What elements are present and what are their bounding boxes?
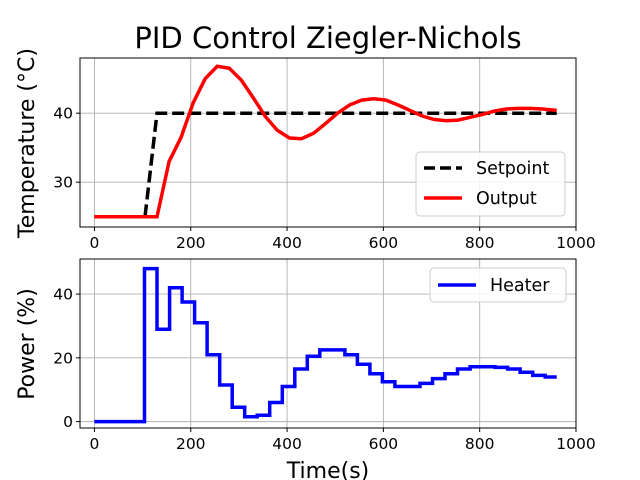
power-x-tick-label: 400 [272, 435, 302, 453]
temperature-legend-box [415, 151, 566, 217]
legend-label-setpoint: Setpoint [476, 159, 550, 179]
power-y-tick-label: 40 [53, 286, 73, 304]
temperature-series [94, 64, 557, 219]
temperature-x-tick-label: 400 [272, 234, 302, 252]
temperature-x-tick-label: 600 [369, 234, 399, 252]
power-chart: 0 200 400 600 800 1000 0 20 40 Power (%) Time(s)… [15, 258, 596, 480]
power-y-tick-label: 20 [53, 349, 73, 367]
power-legend-box [429, 267, 567, 303]
power-x-tick-label: 0 [90, 435, 100, 453]
power-x-tick-label: 800 [465, 435, 495, 453]
power-legend: Heater [429, 267, 567, 303]
x-axis-label: Time(s) [286, 459, 369, 480]
power-y-tick-label: 0 [63, 413, 73, 431]
series-line-output [94, 64, 557, 219]
power-y-axis-label: Power (%) [15, 288, 40, 400]
chart-title: PID Control Ziegler-Nichols [134, 21, 521, 55]
temperature-ticks: 0 200 400 600 800 1000 30 40 [53, 105, 595, 252]
temperature-y-tick-label: 30 [53, 174, 73, 192]
legend-label-heater: Heater [490, 276, 550, 296]
temperature-x-tick-label: 0 [90, 234, 100, 252]
temperature-y-tick-label: 40 [53, 105, 73, 123]
power-x-tick-label: 1000 [556, 435, 595, 453]
temperature-legend: Setpoint Output [415, 151, 566, 217]
power-x-tick-label: 200 [176, 435, 206, 453]
power-series [94, 266, 557, 424]
temperature-x-tick-label: 800 [465, 234, 495, 252]
legend-label-output: Output [476, 189, 537, 209]
series-line-heater [94, 266, 557, 424]
temperature-chart: 0 200 400 600 800 1000 30 40 Temperature (°C) S… [15, 48, 596, 252]
temperature-x-tick-label: 200 [176, 234, 206, 252]
power-ticks: 0 200 400 600 800 1000 0 20 40 [53, 286, 595, 453]
temperature-y-axis-label: Temperature (°C) [15, 48, 40, 239]
temperature-x-tick-label: 1000 [556, 234, 595, 252]
temperature-plot-frame [79, 57, 577, 228]
power-x-tick-label: 600 [369, 435, 399, 453]
power-plot-frame [79, 258, 577, 429]
